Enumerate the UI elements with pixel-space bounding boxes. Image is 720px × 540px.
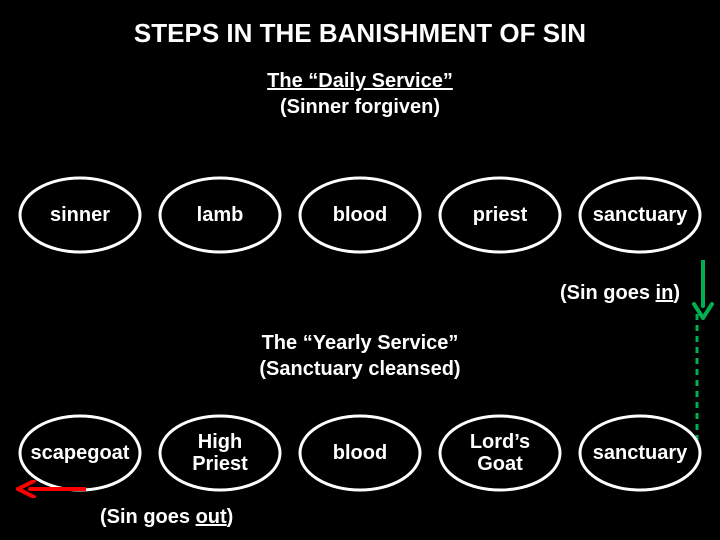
yearly-row: scapegoat HighPriest blood Lord’sGoat sanctu… bbox=[0, 408, 720, 498]
flow-node-label: lamb bbox=[197, 204, 244, 226]
daily-row: sinner lamb blood priest sanctuary bbox=[0, 170, 720, 260]
flow-node-label: blood bbox=[333, 442, 387, 464]
arrow-in-icon bbox=[690, 260, 716, 320]
flow-node-label: HighPriest bbox=[192, 431, 248, 475]
flow-node-label: Lord’sGoat bbox=[470, 431, 530, 475]
flow-node: priest bbox=[436, 174, 564, 256]
annot-in-prefix: (Sin goes bbox=[560, 282, 656, 304]
flow-node: sinner bbox=[16, 174, 144, 256]
flow-node-label: priest bbox=[473, 204, 527, 226]
daily-heading: The “Daily Service” (Sinner forgiven) bbox=[0, 68, 720, 120]
flow-node: lamb bbox=[156, 174, 284, 256]
page-title: STEPS IN THE BANISHMENT OF SIN bbox=[0, 0, 720, 49]
flow-node-label: sanctuary bbox=[593, 442, 688, 464]
flow-node: sanctuary bbox=[576, 174, 704, 256]
flow-node: sanctuary bbox=[576, 412, 704, 494]
flow-node: blood bbox=[296, 174, 424, 256]
flow-node-label: sanctuary bbox=[593, 204, 688, 226]
annot-out-prefix: (Sin goes bbox=[100, 506, 196, 528]
flow-node: Lord’sGoat bbox=[436, 412, 564, 494]
annot-in-suffix: ) bbox=[673, 282, 680, 304]
daily-heading-line1: The “Daily Service” bbox=[267, 70, 453, 92]
annot-out-word: out bbox=[196, 506, 227, 528]
flow-node-label: sinner bbox=[50, 204, 110, 226]
yearly-heading: The “Yearly Service” (Sanctuary cleansed… bbox=[0, 330, 720, 382]
annot-in-word: in bbox=[656, 282, 674, 304]
daily-heading-line2: (Sinner forgiven) bbox=[280, 96, 440, 118]
yearly-heading-line2: (Sanctuary cleansed) bbox=[259, 358, 460, 380]
flow-node-label: scapegoat bbox=[31, 442, 130, 464]
arrow-out-icon bbox=[16, 480, 86, 498]
annot-sin-out: (Sin goes out) bbox=[100, 506, 233, 529]
yearly-heading-line1: The “Yearly Service” bbox=[262, 332, 459, 354]
annot-out-suffix: ) bbox=[227, 506, 234, 528]
annot-sin-in: (Sin goes in) bbox=[560, 282, 680, 305]
flow-node: blood bbox=[296, 412, 424, 494]
flow-node-label: blood bbox=[333, 204, 387, 226]
flow-node: HighPriest bbox=[156, 412, 284, 494]
